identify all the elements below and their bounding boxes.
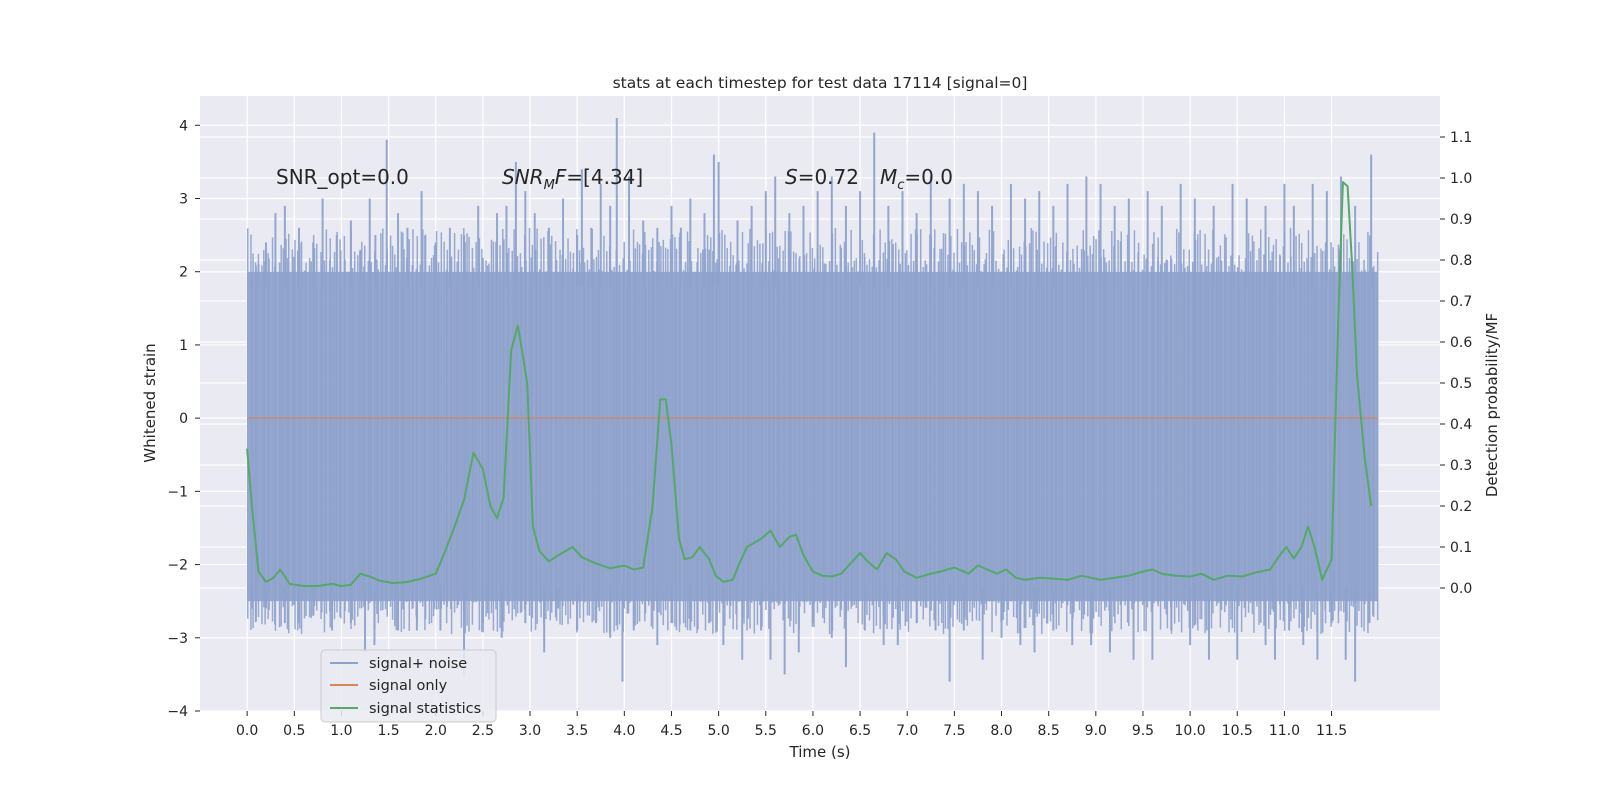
y2-tick-label: 0.6: [1450, 335, 1472, 351]
annotation-s-symbol: S: [785, 165, 798, 189]
legend-box: [320, 649, 497, 723]
y2-tick-label: 0.0: [1450, 581, 1472, 597]
x-tick-label: 6.5: [849, 723, 871, 739]
x-tick-label: 5.0: [707, 723, 729, 739]
x-tick-label: 5.5: [755, 723, 777, 739]
legend-label-signal-noise: signal+ noise: [369, 656, 467, 672]
annotation-snr-mf-subscript: M: [544, 178, 555, 193]
x-tick-label: 9.0: [1085, 723, 1107, 739]
y-tick-label: 1: [179, 338, 188, 354]
annotation-s: S=0.72: [785, 165, 859, 189]
x-tick-label: 9.5: [1132, 723, 1154, 739]
y-tick-label: 0: [179, 411, 188, 427]
x-tick-label: 2.5: [472, 723, 494, 739]
x-tick-label: 0.5: [283, 723, 305, 739]
y-tick-label: 2: [179, 265, 188, 281]
signal-statistics-line: [246, 181, 1373, 587]
x-tick-label: 8.0: [990, 723, 1012, 739]
x-tick-label: 4.5: [660, 723, 682, 739]
x-tick-label: 2.0: [425, 723, 447, 739]
y2-tick-label: 0.4: [1450, 417, 1472, 433]
x-tick-label: 3.5: [566, 723, 588, 739]
y2-tick-label: 0.8: [1450, 253, 1472, 269]
x-tick-label: 8.5: [1038, 723, 1060, 739]
x-tick-label: 1.0: [330, 723, 352, 739]
series-signal-noise: [246, 117, 1379, 682]
y-tick-label: 4: [179, 118, 188, 134]
x-tick-label: 6.0: [802, 723, 824, 739]
y-tick-label: 3: [179, 192, 188, 208]
legend: signal+ noise signal only signal statist…: [320, 649, 497, 723]
series-signal-statistics: [246, 181, 1373, 587]
x-axis-label: Time (s): [789, 743, 851, 761]
x-tick-label: 11.0: [1269, 723, 1300, 739]
annotation-mc-subscript: c: [897, 178, 904, 193]
x-tick-label: 0.0: [236, 723, 258, 739]
y2-tick-label: 0.3: [1450, 458, 1472, 474]
y-axis-label: Whitened strain: [141, 343, 159, 462]
y2-tick-label: 0.1: [1450, 540, 1472, 556]
y2-tick-label: 1.0: [1450, 171, 1472, 187]
annotation-s-value: =0.72: [798, 165, 859, 189]
x-tick-label: 11.5: [1316, 723, 1347, 739]
y2-tick-label: 0.2: [1450, 499, 1472, 515]
annotation-mc: Mc=0.0: [880, 165, 953, 193]
y-tick-label: −4: [167, 704, 188, 720]
annotation-snr-mf-f: F: [555, 165, 567, 189]
x-tick-label: 10.5: [1222, 723, 1253, 739]
annotation-snr-mf-value: =[4.34]: [566, 165, 643, 189]
x-tick-label: 1.5: [377, 723, 399, 739]
annotation-snr-mf-symbol: SNR: [502, 165, 544, 189]
x-axis-ticks: 0.0 0.5 1.0 1.5 2.0 2.5 3.0 3.5 4.0 4.5 5.0 5.5 6.0 6…: [236, 711, 1347, 739]
chart-title: stats at each timestep for test data 171…: [613, 74, 1028, 92]
y2-tick-label: 0.5: [1450, 376, 1472, 392]
y2-tick-label: 0.9: [1450, 212, 1472, 228]
y2-tick-label: 1.1: [1450, 130, 1472, 146]
y2-tick-label: 0.7: [1450, 294, 1472, 310]
y-axis-ticks: −4 −3 −2 −1 0 1 2 3 4: [167, 118, 200, 720]
annotation-snr-mf: SNRMF=[4.34]: [502, 165, 643, 193]
annotation-snr-opt: SNR_opt=0.0: [276, 165, 409, 189]
y-tick-label: −2: [167, 558, 188, 574]
y2-axis-label: Detection probability/MF: [1483, 313, 1501, 497]
y-tick-label: −1: [167, 484, 188, 500]
x-tick-label: 3.0: [519, 723, 541, 739]
annotation-mc-symbol: M: [880, 165, 897, 189]
y2-axis-ticks: 0.0 0.1 0.2 0.3 0.4 0.5 0.6 0.7 0.8 0.9 1.0 1.1: [1440, 130, 1472, 597]
x-tick-label: 7.0: [896, 723, 918, 739]
x-tick-label: 4.0: [613, 723, 635, 739]
annotation-mc-value: =0.0: [904, 165, 953, 189]
x-tick-label: 7.5: [943, 723, 965, 739]
x-tick-label: 10.0: [1175, 723, 1206, 739]
legend-label-signal-statistics: signal statistics: [369, 701, 481, 717]
legend-label-signal-only: signal only: [369, 678, 448, 694]
y-tick-label: −3: [167, 631, 188, 647]
